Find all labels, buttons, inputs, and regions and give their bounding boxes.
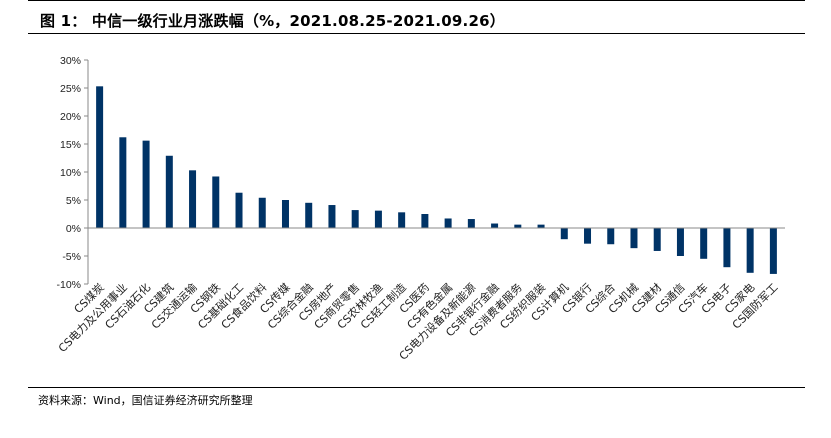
- bar: [374, 210, 382, 228]
- bar: [305, 202, 313, 228]
- bar-series: [96, 86, 777, 274]
- y-tick-label: 25%: [60, 83, 81, 95]
- bar: [119, 137, 127, 228]
- y-axis: 30% 25% 20% 15% 10% 5% 0% -5% -10%: [56, 55, 89, 291]
- bar: [630, 228, 638, 249]
- bar: [351, 210, 359, 228]
- y-tick-label: 0%: [66, 223, 81, 235]
- bar: [398, 212, 406, 228]
- bar: [467, 219, 475, 228]
- y-tick-label: 30%: [60, 55, 81, 67]
- bar: [235, 192, 243, 228]
- bar: [723, 228, 731, 268]
- bar: [212, 176, 220, 228]
- y-tick-label: -5%: [62, 251, 81, 263]
- y-tick-label: 5%: [66, 195, 81, 207]
- bar: [607, 228, 615, 245]
- bar: [328, 205, 336, 228]
- bar: [560, 228, 568, 240]
- bar: [584, 228, 592, 244]
- bar: [653, 228, 661, 251]
- bar: [165, 155, 173, 228]
- source-divider: [28, 387, 805, 388]
- top-border: [28, 0, 805, 5]
- bar: [676, 228, 684, 256]
- title-divider: [28, 33, 805, 34]
- bar: [96, 86, 104, 228]
- bar: [537, 224, 545, 228]
- bar: [444, 218, 452, 228]
- chart-title: 图 1： 中信一级行业月涨跌幅（%，2021.08.25-2021.09.26）: [40, 12, 505, 30]
- bar: [258, 197, 266, 228]
- bar: [769, 228, 777, 274]
- y-tick-label: 20%: [60, 111, 81, 123]
- bar: [491, 223, 499, 228]
- y-tick-label: 10%: [60, 167, 81, 179]
- y-tick-label: -10%: [56, 279, 81, 291]
- y-tick-label: 15%: [60, 139, 81, 151]
- bar: [421, 214, 429, 228]
- bar: [281, 200, 289, 228]
- source-note: 资料来源：Wind，国信证券经济研究所整理: [38, 394, 253, 407]
- category-labels: CS煤炭CS电力及公用事业CS石油石化CS建筑CS交通运输CS钢铁CS基础化工C…: [56, 280, 781, 362]
- bar: [189, 170, 197, 228]
- bar: [700, 228, 708, 259]
- bar: [142, 140, 150, 228]
- bar: [514, 224, 522, 228]
- bar: [746, 228, 754, 273]
